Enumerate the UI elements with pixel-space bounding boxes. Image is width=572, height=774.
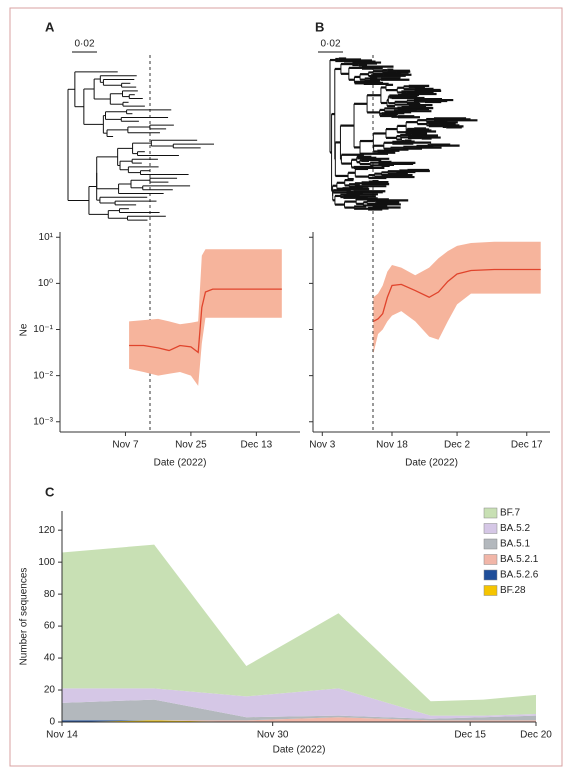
y-tick-label: 10⁰ bbox=[38, 278, 53, 289]
area-layer bbox=[62, 699, 536, 721]
frame bbox=[9, 7, 563, 767]
x-tick-label: Nov 30 bbox=[257, 730, 289, 741]
confidence-band bbox=[373, 241, 541, 354]
ne-line bbox=[373, 268, 541, 322]
x-tick-label: Dec 15 bbox=[454, 730, 486, 741]
x-tick-label: Nov 7 bbox=[112, 440, 139, 451]
legend-label: BA.5.1 bbox=[500, 539, 530, 550]
area-layer bbox=[62, 544, 536, 716]
legend-swatch bbox=[483, 585, 498, 596]
x-tick-label: Nov 3 bbox=[309, 440, 336, 451]
x-tick-label: Dec 2 bbox=[444, 440, 471, 451]
legend-swatch bbox=[483, 523, 498, 534]
scale-label: 0·02 bbox=[74, 39, 94, 50]
y-tick-label: 80 bbox=[44, 589, 56, 600]
trees bbox=[67, 57, 478, 221]
y-tick-label: 10⁻¹ bbox=[33, 324, 53, 335]
y-tick-label: 10¹ bbox=[39, 232, 54, 243]
y-tick-label: 20 bbox=[44, 685, 56, 696]
x-axis-label: Date (2022) bbox=[154, 458, 207, 469]
x-tick-label: Dec 13 bbox=[241, 440, 273, 451]
panel-letter: B bbox=[315, 19, 324, 34]
x-axis-label: Date (2022) bbox=[273, 745, 326, 756]
x-tick-label: Dec 17 bbox=[511, 440, 543, 451]
y-tick-label: 120 bbox=[38, 525, 55, 536]
area-layer bbox=[62, 717, 536, 722]
legend-label: BA.5.2 bbox=[500, 523, 530, 534]
y-tick-label: 10⁻² bbox=[33, 370, 53, 381]
y-axis-label: Number of sequences bbox=[19, 568, 30, 666]
legend-swatch bbox=[483, 507, 498, 519]
ne-line bbox=[129, 288, 282, 354]
panel-letter: A bbox=[45, 19, 55, 34]
y-axis-label: Ne bbox=[19, 323, 30, 336]
x-tick-label: Nov 18 bbox=[376, 440, 408, 451]
panel-letter: C bbox=[45, 484, 55, 499]
y-tick-label: 100 bbox=[38, 557, 55, 568]
x-tick-label: Dec 20 bbox=[520, 730, 552, 741]
y-tick-label: 40 bbox=[44, 653, 56, 664]
legend-swatch bbox=[483, 538, 498, 550]
legend-label: BF.7 bbox=[500, 508, 520, 519]
confidence-band bbox=[129, 249, 282, 386]
x-tick-label: Nov 25 bbox=[175, 440, 207, 451]
y-tick-label: 10⁻³ bbox=[33, 416, 53, 427]
y-tick-label: 60 bbox=[44, 621, 56, 632]
legend-label: BA.5.2.6 bbox=[500, 570, 539, 581]
x-axis-label: Date (2022) bbox=[405, 458, 458, 469]
area-layer bbox=[62, 720, 536, 722]
x-tick-label: Nov 14 bbox=[46, 730, 78, 741]
legend-label: BF.28 bbox=[500, 585, 526, 596]
scale-label: 0·02 bbox=[320, 39, 340, 50]
legend-swatch bbox=[483, 554, 498, 565]
legend-swatch bbox=[483, 569, 498, 581]
y-tick-label: 0 bbox=[49, 717, 55, 728]
area-layer bbox=[62, 688, 536, 719]
legend-label: BA.5.2.1 bbox=[500, 554, 539, 565]
